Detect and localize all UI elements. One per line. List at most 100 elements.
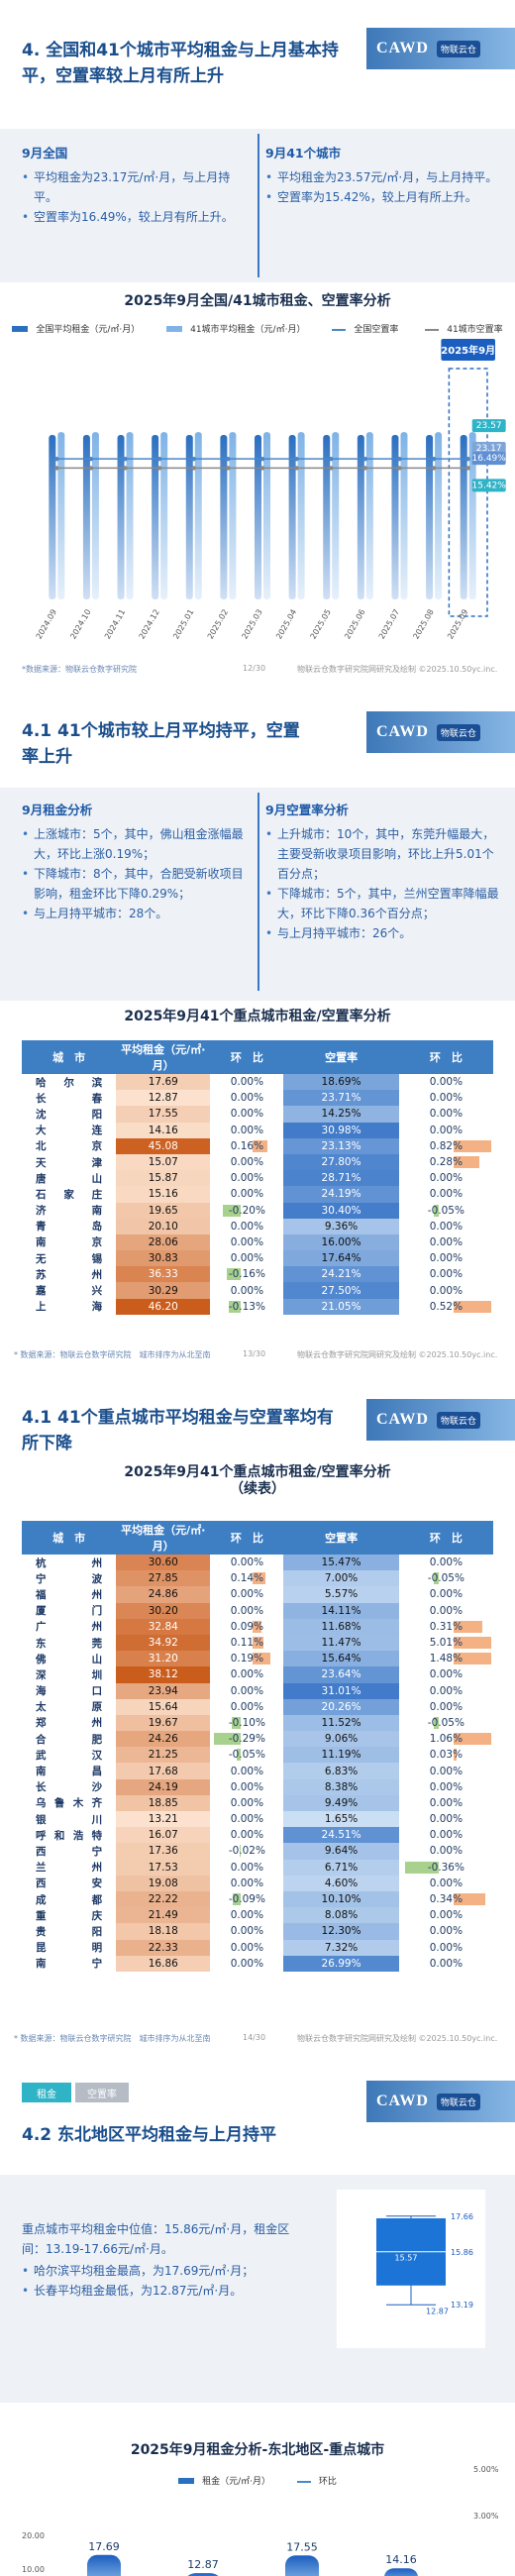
change-bar bbox=[253, 1636, 263, 1649]
y-tick-right: 3.00% bbox=[473, 2512, 499, 2521]
change-value: 0.52% bbox=[429, 1300, 464, 1313]
rent-change-cell: -0.05% bbox=[210, 1747, 283, 1763]
change-bar bbox=[214, 1733, 242, 1746]
table-row: 南昌 17.68 0.00% 6.83% 0.00% bbox=[22, 1763, 493, 1779]
rent-cell: 17.68 bbox=[116, 1763, 211, 1779]
rent-change-cell: 0.11% bbox=[210, 1635, 283, 1651]
rent-change-cell: 0.00% bbox=[210, 1956, 283, 1972]
vacancy-cell: 10.10% bbox=[283, 1890, 399, 1908]
column-header: 城 市 bbox=[22, 1521, 117, 1555]
rent-change-cell: 0.00% bbox=[210, 1795, 283, 1811]
vacancy-cell: 23.64% bbox=[283, 1666, 399, 1683]
rent-cell: 21.25 bbox=[116, 1747, 211, 1764]
change-bar bbox=[229, 1300, 242, 1313]
vacancy-change-cell: 0.00% bbox=[399, 1923, 493, 1939]
city-name: 武汉 bbox=[36, 1749, 103, 1762]
change-bar bbox=[226, 1268, 242, 1281]
change-value: 0.00% bbox=[429, 1925, 464, 1938]
vacancy-cell: 11.19% bbox=[283, 1747, 399, 1764]
brand-logo: CAWD 物联云仓 bbox=[366, 1399, 515, 1441]
rent-cell: 30.83 bbox=[116, 1250, 211, 1267]
vacancy-cell: 23.71% bbox=[283, 1090, 399, 1107]
change-value: 1.06% bbox=[429, 1733, 464, 1746]
vacancy-cell: 14.25% bbox=[283, 1106, 399, 1123]
change-value: -0.36% bbox=[427, 1861, 464, 1874]
change-value: 0.00% bbox=[230, 1604, 264, 1617]
rent-change-cell: 0.00% bbox=[210, 1763, 283, 1778]
vacancy-cell: 31.01% bbox=[283, 1682, 399, 1699]
vacancy-cell: 9.64% bbox=[283, 1843, 399, 1860]
x-tick-label: 2025.03 bbox=[240, 608, 263, 641]
chart1-title: 2025年9月全国/41城市租金、空置率分析 bbox=[124, 293, 391, 309]
value-label-bg bbox=[471, 419, 506, 433]
city-name: 厦门 bbox=[36, 1605, 103, 1618]
vacancy-cell: 23.13% bbox=[283, 1137, 399, 1154]
rent-cell: 36.33 bbox=[116, 1266, 211, 1283]
bar-41city-rent bbox=[435, 432, 443, 599]
bar-national-rent bbox=[152, 434, 159, 599]
change-value: -0.10% bbox=[228, 1716, 265, 1729]
rent-change-cell: -0.09% bbox=[210, 1891, 283, 1907]
change-value: 0.00% bbox=[429, 1684, 464, 1697]
rent-change-cell: 0.00% bbox=[210, 1234, 283, 1250]
table-row: 太原 15.64 0.00% 20.26% 0.00% bbox=[22, 1698, 493, 1715]
change-bar bbox=[232, 1716, 242, 1729]
change-value: 0.28% bbox=[429, 1156, 464, 1169]
table-row: 宁波 27.85 0.14% 7.00% -0.05% bbox=[22, 1570, 493, 1587]
vacancy-cell: 12.30% bbox=[283, 1923, 399, 1940]
change-value: 0.00% bbox=[230, 1556, 264, 1569]
change-value: 0.00% bbox=[429, 1588, 464, 1601]
change-value: 0.00% bbox=[230, 1108, 264, 1121]
table-row: 佛山 31.20 0.19% 15.64% 1.48% bbox=[22, 1651, 493, 1667]
tab-vacancy[interactable]: 空置率 bbox=[75, 2083, 129, 2102]
vacancy-change-cell: 0.00% bbox=[399, 1123, 493, 1138]
vacancy-change-cell: 0.00% bbox=[399, 1699, 493, 1715]
change-value: 0.00% bbox=[429, 1188, 464, 1201]
vacancy-change-cell: 0.00% bbox=[399, 1795, 493, 1811]
rent-change-cell: 0.00% bbox=[210, 1555, 283, 1570]
change-bar bbox=[239, 1845, 242, 1858]
vacancy-cell: 24.51% bbox=[283, 1827, 399, 1844]
rent-change-cell: 0.00% bbox=[210, 1666, 283, 1682]
vacancy-change-cell: 0.52% bbox=[399, 1299, 493, 1315]
rent-change-cell: -0.10% bbox=[210, 1715, 283, 1731]
vacancy-cell: 9.36% bbox=[283, 1218, 399, 1234]
change-value: 0.00% bbox=[429, 1780, 464, 1793]
legend-item: 全国空置率 bbox=[326, 325, 404, 335]
section1-title: 4. 全国和41个城市平均租金与上月基本持 平，空置率较上月有所上升 bbox=[22, 41, 339, 86]
vacancy-cell: 18.69% bbox=[283, 1074, 399, 1091]
rent-change-cell: 0.00% bbox=[210, 1827, 283, 1843]
tab-rent[interactable]: 租金 bbox=[22, 2083, 71, 2102]
vacancy-change-cell: 5.01% bbox=[399, 1635, 493, 1651]
column-header: 平均租金（元/㎡·月） bbox=[116, 1040, 211, 1074]
value-label: 23.17 bbox=[476, 444, 502, 454]
city-name: 南宁 bbox=[36, 1958, 103, 1971]
x-tick-label: 2025.01 bbox=[171, 608, 195, 641]
table-row: 北京 45.08 0.16% 23.13% 0.82% bbox=[22, 1137, 493, 1154]
vacancy-point bbox=[329, 456, 334, 462]
table-row: 天津 15.07 0.00% 27.80% 0.28% bbox=[22, 1153, 493, 1171]
bar-rent bbox=[384, 2568, 418, 2576]
rent-cell: 15.16 bbox=[116, 1186, 211, 1203]
vacancy-point bbox=[88, 466, 94, 471]
table-row: 沈阳 17.55 0.00% 14.25% 0.00% bbox=[22, 1106, 493, 1123]
city-name: 宁波 bbox=[36, 1572, 103, 1585]
city-name: 唐山 bbox=[36, 1172, 103, 1185]
city-table-1: 城 市平均租金（元/㎡·月）环 比空置率环 比哈尔滨 17.69 0.00% 18.6… bbox=[22, 1040, 493, 1315]
table-row: 呼和浩特 16.07 0.00% 24.51% 0.00% bbox=[22, 1827, 493, 1844]
change-value: 0.82% bbox=[429, 1139, 464, 1152]
rent-change-cell: -0.16% bbox=[210, 1266, 283, 1282]
change-bar bbox=[453, 1749, 457, 1762]
bar-national-rent bbox=[391, 434, 399, 599]
legend-item: 租金（元/㎡·月） bbox=[172, 2477, 276, 2487]
page-number: 14/30 bbox=[243, 2033, 266, 2042]
city-name: 哈尔滨 bbox=[36, 1076, 103, 1089]
change-value: 0.00% bbox=[230, 1877, 264, 1889]
rent-cell: 19.65 bbox=[116, 1202, 211, 1219]
vacancy-change-cell: 0.00% bbox=[399, 1811, 493, 1827]
table-row: 郑州 19.67 -0.10% 11.52% -0.05% bbox=[22, 1714, 493, 1732]
rent-cell: 23.94 bbox=[116, 1682, 211, 1699]
bar-national-rent bbox=[255, 434, 261, 599]
city-name: 太原 bbox=[36, 1701, 103, 1714]
